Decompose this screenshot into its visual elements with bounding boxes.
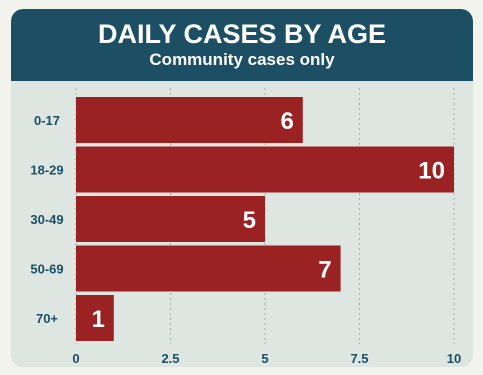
x-tick-label: 0 [72, 351, 79, 366]
category-label: 70+ [36, 311, 58, 326]
x-tick-label: 7.5 [350, 351, 368, 366]
x-tick-label: 5 [261, 351, 268, 366]
data-label: 1 [91, 306, 104, 333]
category-label: 0-17 [34, 113, 60, 128]
data-label: 7 [318, 257, 331, 284]
chart-subtitle: Community cases only [149, 50, 335, 69]
bar [76, 97, 303, 143]
category-label: 18-29 [30, 163, 63, 178]
category-label: 30-49 [30, 212, 63, 227]
x-tick-label: 2.5 [161, 351, 179, 366]
data-label: 6 [280, 108, 293, 135]
bar [76, 196, 265, 242]
bar [76, 146, 454, 193]
x-tick-label: 10 [447, 351, 461, 366]
bar [76, 245, 341, 292]
chart-header: DAILY CASES BY AGE Community cases only [11, 9, 473, 81]
chart-title: DAILY CASES BY AGE [97, 19, 387, 49]
category-label: 50-69 [30, 262, 63, 277]
data-label: 10 [418, 158, 445, 185]
bar [76, 295, 114, 341]
data-label: 5 [243, 207, 256, 234]
